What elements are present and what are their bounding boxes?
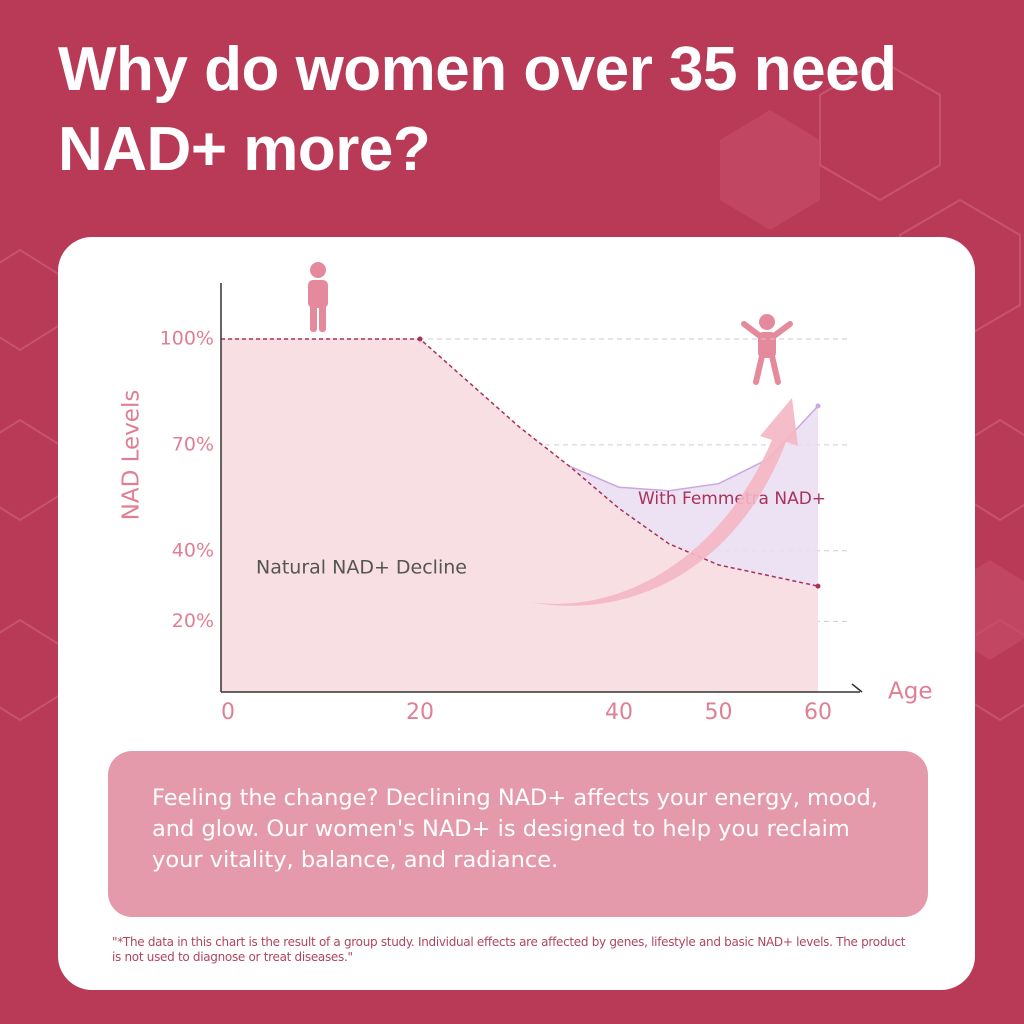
series-label: With Femmetra NAD+ (638, 489, 826, 509)
arrow (530, 398, 798, 606)
point (815, 583, 821, 589)
series-label: Natural NAD+ Decline (256, 557, 467, 579)
y-axis-label: NAD Levels (119, 390, 145, 521)
y-tick-label: 100% (160, 327, 214, 349)
jumping-figure (741, 314, 793, 385)
x-tick-label: 50 (705, 700, 733, 725)
y-tick-label: 40% (172, 539, 214, 561)
x-tick-label: 0 (221, 700, 235, 725)
message: Feeling the change? Declining NAD+ affec… (152, 785, 878, 873)
message-box: Feeling the change? Declining NAD+ affec… (108, 751, 928, 917)
area-fill (569, 406, 818, 587)
disclaimer: "*The data in this chart is the result o… (112, 935, 906, 964)
x-tick-label: 20 (406, 700, 434, 725)
y-tick-label: 20% (172, 610, 214, 632)
title: Why do women over 35 need NAD+ more? (58, 35, 897, 184)
x-axis-label: Age (888, 679, 932, 705)
y-tick-label: 70% (172, 433, 214, 455)
point (417, 336, 423, 342)
series-line (221, 338, 819, 587)
x-axis-arrow (851, 683, 863, 693)
area-fill (221, 339, 818, 692)
point (815, 403, 821, 409)
x-tick-label: 40 (605, 700, 633, 725)
standing-figure (308, 262, 328, 332)
x-tick-label: 60 (804, 700, 832, 725)
